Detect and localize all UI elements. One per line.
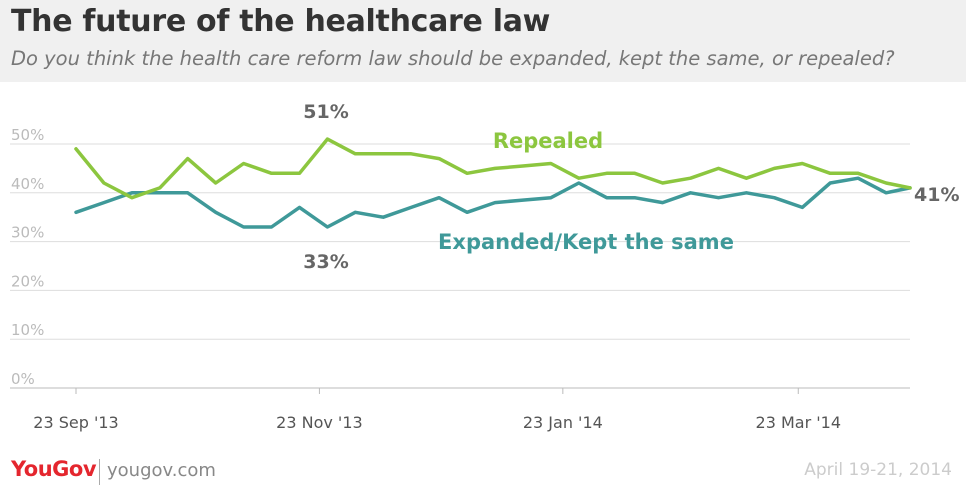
y-tick-label: 0%: [11, 370, 35, 388]
chart-subtitle: Do you think the health care reform law …: [11, 47, 895, 70]
fieldwork-date: April 19-21, 2014: [804, 460, 952, 480]
annotation-final-value: 41%: [914, 184, 959, 206]
y-tick-label: 50%: [11, 126, 44, 144]
footer-divider: [99, 459, 100, 485]
chart-title: The future of the healthcare law: [11, 4, 551, 39]
line-chart: 0%10%20%30%40%50% 23 Sep '13 23 Nov '13 23…: [10, 101, 959, 432]
x-tick-label: 23 Mar '14: [756, 413, 841, 432]
series-label-repealed: Repealed: [493, 129, 603, 153]
data-annotations: 51% 33% 41%: [303, 101, 959, 273]
footer-site: yougov.com: [107, 460, 216, 481]
y-tick-label: 30%: [11, 224, 44, 242]
annotation-repealed-peak: 51%: [303, 101, 348, 123]
series-line-expanded: [74, 176, 912, 229]
annotation-expanded-low: 33%: [303, 251, 348, 273]
y-axis-tick-labels: 0% 10% 20% 30% 40% 50%: [11, 126, 44, 388]
series-label-expanded: Expanded/Kept the same: [438, 230, 734, 254]
y-tick-label: 20%: [11, 272, 44, 290]
x-tick-label: 23 Sep '13: [33, 413, 118, 432]
x-tick-label: 23 Jan '14: [523, 413, 603, 432]
chart-header: The future of the healthcare law Do you …: [0, 0, 966, 82]
x-tick-label: 23 Nov '13: [276, 413, 363, 432]
series-line-repealed: [74, 137, 912, 200]
gridlines: [10, 143, 910, 389]
x-axis-tick-labels: 23 Sep '13 23 Nov '13 23 Jan '14 23 Mar '14: [33, 388, 841, 432]
series-lines: [74, 137, 912, 229]
yougov-logo: YouGov: [11, 457, 97, 481]
y-tick-label: 10%: [11, 321, 44, 339]
y-tick-label: 40%: [11, 175, 44, 193]
series-labels: Repealed Expanded/Kept the same: [438, 129, 734, 254]
